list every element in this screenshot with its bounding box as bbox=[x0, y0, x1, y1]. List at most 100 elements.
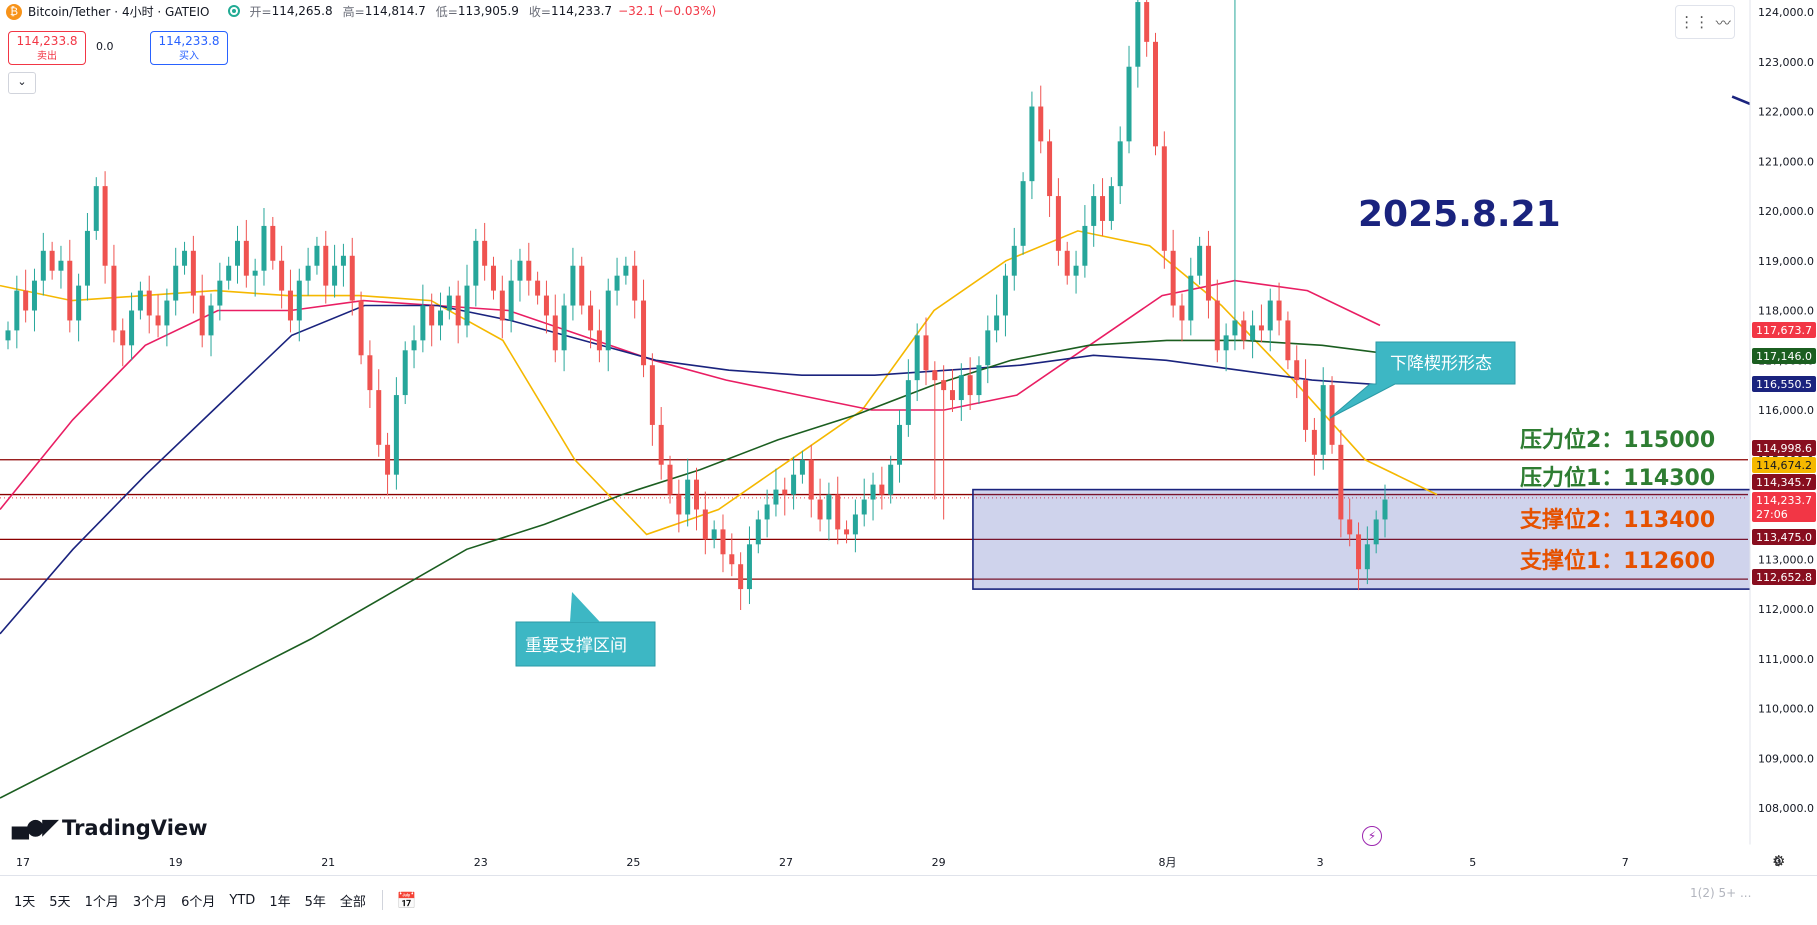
buy-button[interactable]: 114,233.8 买入 bbox=[150, 31, 228, 65]
chart-title: 2025.8.21 bbox=[1358, 194, 1561, 235]
ma-line-0 bbox=[0, 230, 1438, 536]
toolbar-divider bbox=[381, 890, 383, 910]
candle-body bbox=[40, 250, 46, 281]
candle-body bbox=[314, 245, 320, 266]
y-tick-label: 112,000.0 bbox=[1758, 603, 1814, 616]
candle-body bbox=[146, 290, 152, 316]
candle-body bbox=[667, 464, 673, 495]
candle-body bbox=[190, 250, 196, 296]
candle-body bbox=[676, 494, 682, 515]
wedge-callout bbox=[1329, 341, 1516, 419]
candle-body bbox=[120, 330, 126, 346]
candle-body bbox=[632, 265, 638, 301]
timeframe-5d[interactable]: 5天 bbox=[49, 894, 71, 910]
candle-body bbox=[852, 514, 858, 535]
support-callout-pointer bbox=[570, 592, 600, 622]
price-axis-bg bbox=[1750, 0, 1817, 845]
x-tick-label: 29 bbox=[932, 856, 946, 869]
support-callout-label: 重要支撑区间 bbox=[525, 636, 627, 656]
candle-body bbox=[31, 280, 37, 311]
candle-body bbox=[1064, 250, 1070, 276]
timeframe-1y[interactable]: 1年 bbox=[269, 894, 291, 910]
candle-body bbox=[1232, 320, 1238, 336]
timeframe-3m[interactable]: 3个月 bbox=[132, 894, 168, 910]
candle-body bbox=[870, 484, 876, 500]
y-tick-label: 118,000.0 bbox=[1758, 305, 1814, 318]
timeframe-toolbar: 1天 5天 1个月 3个月 6个月 YTD 1年 5年 全部 📅 bbox=[0, 875, 1817, 924]
candle-body bbox=[1356, 534, 1362, 570]
drag-handle-icon: ⋮⋮ bbox=[1679, 13, 1710, 31]
candle-body bbox=[182, 250, 188, 266]
candle-body bbox=[605, 290, 611, 351]
candle-body bbox=[164, 300, 170, 326]
candle-body bbox=[137, 290, 143, 311]
candle-body bbox=[367, 355, 373, 391]
ma-line-1 bbox=[0, 279, 1381, 511]
candle-body bbox=[1091, 196, 1097, 226]
candle-body bbox=[349, 255, 355, 301]
candle-body bbox=[490, 265, 496, 291]
wedge-callout-label: 下降楔形形态 bbox=[1390, 354, 1492, 374]
candle-body bbox=[279, 260, 285, 291]
candle-body bbox=[1303, 380, 1309, 430]
candle-body bbox=[791, 474, 797, 495]
x-tick-label: 19 bbox=[169, 856, 183, 869]
timeframe-6m[interactable]: 6个月 bbox=[181, 894, 216, 910]
candle-body bbox=[543, 295, 549, 316]
candle-body bbox=[1055, 196, 1061, 251]
timeframe-5y[interactable]: 5年 bbox=[304, 894, 326, 910]
y-tick-label: 111,000.0 bbox=[1758, 653, 1814, 666]
candle-body bbox=[579, 265, 585, 306]
buy-price: 114,233.8 bbox=[158, 34, 220, 48]
candle-body bbox=[455, 295, 461, 326]
candle-body bbox=[923, 335, 929, 371]
candle-body bbox=[1258, 325, 1264, 331]
watermark: 1(2) 5+ ... bbox=[1690, 886, 1752, 900]
candle-body bbox=[1320, 385, 1326, 455]
level-label-0: 压力位2：115000 bbox=[1520, 427, 1715, 453]
price-tag-label-0: 117,673.7 bbox=[1756, 324, 1812, 337]
timeframe-1d[interactable]: 1天 bbox=[14, 894, 36, 910]
candle-body bbox=[826, 494, 832, 520]
market-status-icon bbox=[227, 5, 240, 17]
price-tag-6 bbox=[1752, 492, 1816, 522]
candle-body bbox=[967, 375, 973, 396]
candle-body bbox=[429, 305, 435, 326]
candle-body bbox=[49, 250, 55, 271]
timeframe-1m[interactable]: 1个月 bbox=[84, 894, 119, 910]
y-tick-label: 124,000.0 bbox=[1758, 6, 1814, 19]
candle-body bbox=[305, 265, 311, 281]
price-tag-label-1: 117,146.0 bbox=[1756, 350, 1812, 363]
lightning-icon[interactable]: ⚡ bbox=[1362, 826, 1382, 846]
candle-body bbox=[58, 260, 64, 271]
x-tick-label: 21 bbox=[321, 856, 335, 869]
collapse-chevron-icon[interactable]: ⌄ bbox=[8, 72, 36, 94]
ma-line-3 bbox=[0, 339, 1401, 799]
open-key: 开= bbox=[249, 4, 272, 19]
candle-body bbox=[1364, 544, 1370, 570]
gear-icon[interactable]: ⚙ bbox=[1772, 852, 1786, 870]
symbol-label[interactable]: Bitcoin/Tether · 4小时 · GATEIO bbox=[28, 4, 210, 19]
candle-body bbox=[817, 499, 823, 520]
calendar-range-icon[interactable]: 📅 bbox=[396, 890, 417, 910]
sell-button[interactable]: 114,233.8 卖出 bbox=[8, 31, 86, 65]
candle-body bbox=[385, 444, 391, 475]
candle-body bbox=[1329, 385, 1335, 445]
timeframe-ytd[interactable]: YTD bbox=[229, 892, 256, 908]
candle-body bbox=[411, 340, 417, 351]
candle-body bbox=[1011, 245, 1017, 276]
candle-body bbox=[287, 290, 293, 321]
candle-body bbox=[517, 260, 523, 281]
candle-body bbox=[782, 489, 788, 495]
candle-body bbox=[914, 335, 920, 381]
candle-body bbox=[261, 225, 267, 271]
x-tick-label: 7 bbox=[1622, 856, 1629, 869]
candle-body bbox=[1214, 300, 1220, 351]
timeframe-all[interactable]: 全部 bbox=[339, 894, 366, 910]
price-tag-2 bbox=[1752, 376, 1816, 392]
candle-body bbox=[67, 260, 73, 321]
candle-body bbox=[1153, 41, 1158, 147]
drawing-tools-button[interactable]: ⋮⋮ 〰 bbox=[1675, 5, 1735, 39]
